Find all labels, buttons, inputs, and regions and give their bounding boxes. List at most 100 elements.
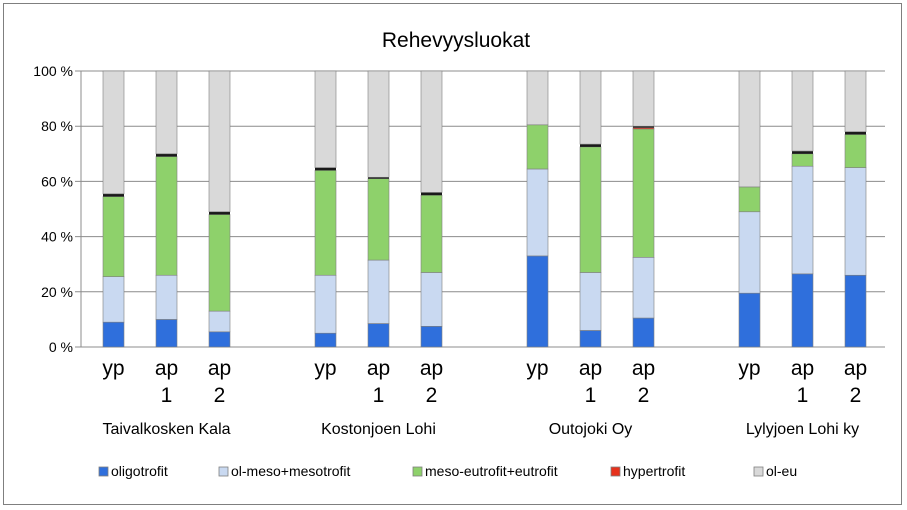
bar-segment-meso-eutrofit-eutrofit — [791, 153, 814, 167]
x-tick-label: yp — [738, 357, 760, 380]
bar-segment-oligotrofit — [791, 273, 814, 348]
bar-segment-meso-eutrofit-eutrofit — [367, 178, 390, 261]
bar-segment-ol-eu — [208, 70, 231, 213]
stacked-bar-chart: Rehevyysluokat 0 %20 %40 %60 %80 %100 % … — [33, 29, 885, 479]
y-tick-label: 60 % — [41, 173, 73, 189]
x-tick-label: ap — [420, 357, 443, 380]
bar-segment-ol-meso-mesotrofit — [579, 272, 602, 331]
x-tick-label: ap — [632, 357, 655, 380]
x-tick-label: ap — [844, 357, 867, 380]
bar-segment-ol-eu — [155, 70, 178, 155]
bar-segment-meso-eutrofit-eutrofit — [632, 128, 655, 258]
x-tick-label: ap — [208, 357, 231, 380]
bar-segment-ol-meso-mesotrofit — [314, 274, 337, 334]
bar-segment-ol-eu — [526, 70, 549, 126]
bar-segment-meso-eutrofit-eutrofit — [844, 134, 867, 168]
bar-segment-meso-eutrofit-eutrofit — [526, 124, 549, 170]
x-tick-label: 2 — [638, 384, 650, 407]
x-axis-ticks: yp ap 1 ap 2 yp ap 1 ap 2 yp ap 1 ap 2 yp ap 1 ap 2 — [102, 357, 867, 407]
bar-segment-dark-band — [421, 192, 442, 196]
bar-segment-dark-band — [845, 131, 866, 135]
bar-segment-oligotrofit — [102, 321, 125, 348]
bar-segment-ol-meso-mesotrofit — [155, 274, 178, 320]
bar-segment-dark-band — [792, 151, 813, 154]
bar-segment-ol-meso-mesotrofit — [367, 259, 390, 324]
bar-segment-ol-meso-mesotrofit — [208, 310, 231, 333]
x-tick-label: ap — [579, 357, 602, 380]
bar-segment-meso-eutrofit-eutrofit — [314, 170, 337, 276]
x-tick-label: 2 — [850, 384, 862, 407]
bar-segment-ol-meso-mesotrofit — [102, 276, 125, 323]
legend: oligotrofit ol-meso+mesotrofit meso-eutrof… — [98, 463, 797, 479]
bar-segment-hypertrofit — [632, 127, 655, 130]
bar-segment-dark-band — [103, 193, 124, 197]
bar-segment-dark-band — [315, 167, 336, 171]
legend-swatch — [753, 466, 764, 477]
x-tick-label: yp — [102, 357, 124, 380]
x-tick-label: 2 — [214, 384, 226, 407]
x-tick-label: 1 — [585, 384, 597, 407]
legend-swatch — [98, 466, 109, 477]
bar-segment-oligotrofit — [632, 317, 655, 348]
bar-segment-ol-eu — [102, 70, 125, 195]
x-tick-label: yp — [314, 357, 336, 380]
y-tick-label: 20 % — [41, 284, 73, 300]
gridlines — [75, 70, 885, 348]
bar-segment-meso-eutrofit-eutrofit — [420, 194, 443, 273]
bar-segment-oligotrofit — [526, 255, 549, 348]
bar-segment-ol-eu — [738, 70, 761, 188]
legend-swatch — [610, 466, 621, 477]
bar-segment-ol-eu — [844, 70, 867, 133]
bar-segment-ol-eu — [420, 70, 443, 193]
bar-segment-oligotrofit — [314, 332, 337, 348]
x-tick-label: 1 — [797, 384, 809, 407]
bar-segment-ol-meso-mesotrofit — [632, 257, 655, 319]
y-tick-label: 100 % — [33, 63, 73, 79]
legend-label: meso-eutrofit+eutrofit — [425, 463, 558, 479]
bar-segment-ol-eu — [314, 70, 337, 168]
y-tick-label: 80 % — [41, 118, 73, 134]
x-tick-label: ap — [367, 357, 390, 380]
bar-segment-dark-band — [580, 144, 601, 147]
bars — [102, 70, 867, 348]
bar-segment-meso-eutrofit-eutrofit — [155, 156, 178, 276]
y-tick-label: 40 % — [41, 229, 73, 245]
x-tick-label: ap — [155, 357, 178, 380]
legend-swatch — [412, 466, 423, 477]
bar-segment-oligotrofit — [738, 292, 761, 348]
bar-segment-dark-band — [156, 153, 177, 157]
bar-segment-oligotrofit — [208, 331, 231, 348]
bar-segment-meso-eutrofit-eutrofit — [102, 196, 125, 277]
group-label: Taivalkosken Kala — [102, 421, 230, 438]
bar-segment-dark-band — [368, 177, 389, 179]
bar-segment-ol-meso-mesotrofit — [526, 168, 549, 257]
bar-segment-ol-meso-mesotrofit — [420, 272, 443, 327]
x-tick-label: ap — [791, 357, 814, 380]
bar-segment-dark-band — [209, 211, 230, 215]
legend-label: ol-eu — [766, 463, 797, 479]
chart-frame: Rehevyysluokat 0 % 20 % 40 % 60 % 80 % 100 % … — [3, 3, 902, 505]
bar-segment-oligotrofit — [579, 330, 602, 348]
bar-segment-oligotrofit — [155, 319, 178, 348]
bar-segment-meso-eutrofit-eutrofit — [738, 186, 761, 213]
legend-swatch — [218, 466, 229, 477]
bar-segment-meso-eutrofit-eutrofit — [208, 214, 231, 312]
legend-label: oligotrofit — [111, 463, 168, 479]
x-tick-label: 1 — [161, 384, 173, 407]
bar-segment-oligotrofit — [844, 274, 867, 348]
bar-segment-dark-band — [633, 126, 654, 128]
group-labels: Taivalkosken Kala Kostonjoen Lohi Outojoki… — [102, 421, 859, 438]
x-tick-label: yp — [526, 357, 548, 380]
chart-title: Rehevyysluokat — [382, 29, 530, 52]
group-label: Lylyjoen Lohi ky — [746, 421, 859, 438]
bar-segment-ol-meso-mesotrofit — [844, 167, 867, 276]
y-tick-label: 0 % — [49, 339, 73, 355]
bar-segment-ol-eu — [579, 70, 602, 145]
bar-segment-ol-meso-mesotrofit — [791, 165, 814, 275]
bar-segment-ol-meso-mesotrofit — [738, 211, 761, 294]
bar-segment-oligotrofit — [367, 323, 390, 348]
group-label: Outojoki Oy — [549, 421, 633, 438]
group-label: Kostonjoen Lohi — [321, 421, 436, 438]
y-axis-ticks: 0 % 20 % 40 % 60 % 80 % 100 % — [33, 63, 73, 355]
legend-label: ol-meso+mesotrofit — [231, 463, 351, 479]
